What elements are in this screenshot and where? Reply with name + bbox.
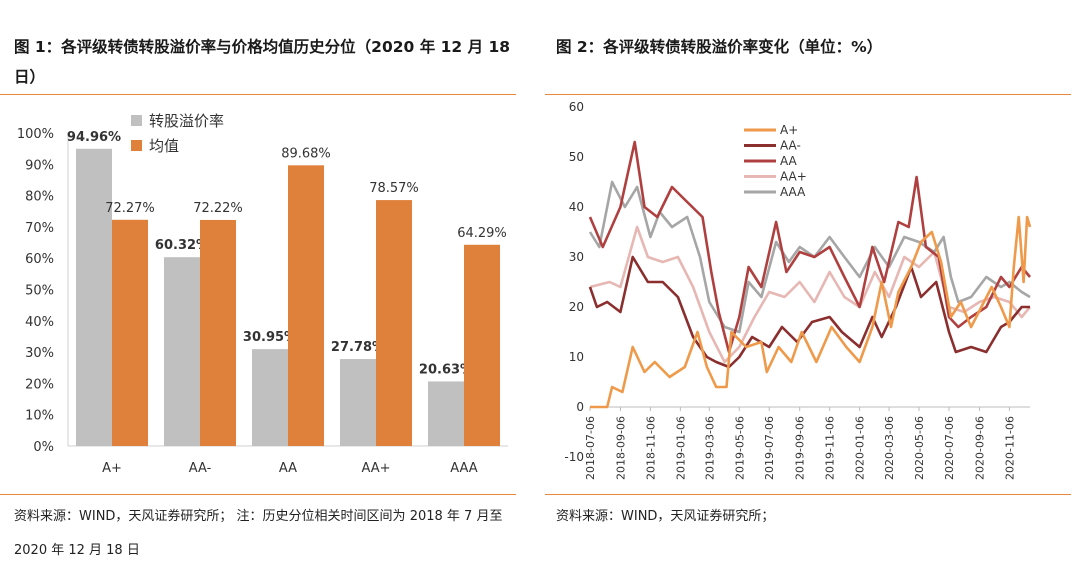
- y-tick-label: -10: [564, 450, 584, 464]
- x-tick-label: 2019-01-06: [674, 416, 687, 480]
- figure1-source-rule: [0, 494, 516, 495]
- x-tick-label: AA-: [189, 461, 212, 476]
- bar-value-label: 94.96%: [67, 130, 121, 145]
- y-tick-label: 50: [569, 150, 584, 164]
- bar-chart: 0% 10% 20% 30% 40% 50% 60% 70% 80% 90% 100% 94.96% 7…: [17, 112, 508, 476]
- figure2-title: 图 2：各评级转债转股溢价率变化（单位：%）: [556, 38, 883, 56]
- legend-label: 转股溢价率: [149, 112, 224, 130]
- x-tick-label: 2019-07-06: [763, 416, 776, 480]
- legend-swatch: [131, 115, 142, 126]
- bar-price-AA+: [376, 200, 412, 446]
- y-tick-label: 0%: [33, 440, 54, 455]
- y-tick-label: 20%: [25, 377, 54, 392]
- legend-label: AA-: [780, 139, 801, 153]
- bar-value-label: 89.68%: [281, 146, 331, 161]
- x-tick-label: A+: [102, 461, 122, 476]
- legend-label: 均值: [149, 137, 179, 155]
- x-tick-label: 2018-11-06: [644, 416, 657, 480]
- y-tick-label: 70%: [25, 221, 54, 236]
- bar-value-label: 72.27%: [105, 201, 155, 216]
- y-tick-label: 90%: [25, 158, 54, 173]
- bar-price-AA-: [200, 219, 236, 446]
- x-tick-label: 2019-05-06: [733, 416, 746, 480]
- y-tick-label: 80%: [25, 190, 54, 205]
- x-tick-label: 2019-11-06: [824, 416, 837, 480]
- y-tick-label: 30: [569, 250, 584, 264]
- x-tick-label: 2020-03-06: [883, 416, 896, 480]
- figure2-title-rule: [545, 94, 1071, 95]
- bar-price-AAA: [464, 244, 500, 446]
- figure1-title-rule: [0, 94, 516, 95]
- y-tick-label: 40%: [25, 315, 54, 330]
- y-tick-label: 100%: [17, 127, 54, 142]
- x-tick-label: 2019-09-06: [794, 416, 807, 480]
- bar-premium-A+: [76, 148, 112, 446]
- x-tick-label: AAA: [450, 461, 478, 476]
- y-tick-label: 40: [569, 200, 584, 214]
- bar-value-label: 60.32%: [155, 238, 209, 253]
- series-line-A+: [590, 215, 1032, 409]
- x-tick-label: 2019-03-06: [703, 416, 716, 480]
- legend-swatch: [131, 140, 142, 151]
- y-tick-label: 50%: [25, 284, 54, 299]
- bar-premium-AA-: [164, 257, 200, 446]
- series-line-AA: [588, 140, 1032, 354]
- series-line-AA-: [588, 255, 1030, 369]
- legend-label: AAA: [780, 185, 806, 199]
- x-tick-label: AA: [279, 461, 297, 476]
- x-tick-label: 2020-05-06: [913, 416, 926, 480]
- series-line-AA+: [589, 225, 1032, 364]
- x-tick-label: 2020-07-06: [943, 416, 956, 480]
- y-tick-label: 60: [569, 100, 584, 114]
- bar-value-label: 78.57%: [369, 181, 419, 196]
- x-tick-label: 2020-01-06: [854, 416, 867, 480]
- legend-label: AA: [780, 154, 798, 168]
- x-tick-label: 2018-07-06: [584, 416, 597, 480]
- x-tick-label: AA+: [361, 461, 390, 476]
- x-tick-label: 2018-09-06: [614, 416, 627, 480]
- bar-value-label: 20.63%: [419, 362, 473, 377]
- legend-label: AA+: [780, 170, 807, 184]
- x-tick-label: 2020-11-06: [1003, 416, 1016, 480]
- figure2-source-rule: [545, 494, 1071, 495]
- y-tick-label: 20: [569, 300, 584, 314]
- bar-value-label: 64.29%: [457, 226, 507, 241]
- y-tick-label: 0: [576, 400, 584, 414]
- y-tick-label: 10: [569, 350, 584, 364]
- y-tick-label: 10%: [25, 409, 54, 424]
- legend-label: A+: [780, 123, 798, 137]
- figure2-source-note: 资料来源：WIND，天风证券研究所；: [556, 509, 775, 524]
- figure1-source-note: 资料来源：WIND，天风证券研究所； 注：历史分位相关时间区间为 2018 年 …: [14, 509, 503, 558]
- bar-price-A+: [112, 219, 148, 446]
- bar-premium-AAA: [428, 381, 464, 446]
- bar-premium-AA+: [340, 359, 376, 446]
- figure1-title: 图 1：各评级转债转股溢价率与价格均值历史分位（2020 年 12 月 18 日…: [14, 38, 511, 86]
- y-tick-label: 30%: [25, 346, 54, 361]
- bar-price-AA: [288, 165, 324, 446]
- x-tick-label: 2020-09-06: [973, 416, 986, 480]
- bar-value-label: 30.95%: [243, 330, 297, 345]
- line-chart: -10 0 10 20 30 40 50 60 2018-07-06 2018-09-06 2018…: [564, 100, 1032, 480]
- y-tick-label: 60%: [25, 252, 54, 267]
- bar-value-label: 72.22%: [193, 201, 243, 216]
- bar-premium-AA: [252, 349, 288, 446]
- bar-value-label: 27.78%: [331, 340, 385, 355]
